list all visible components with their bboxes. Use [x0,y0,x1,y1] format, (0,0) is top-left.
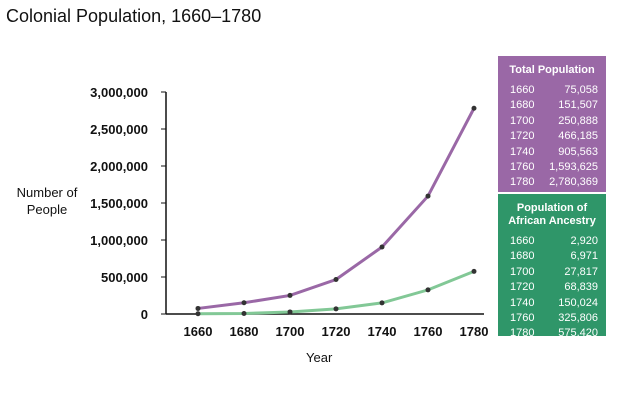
population-value: 466,185 [558,130,598,143]
chart-title: Colonial Population, 1660–1780 [6,6,262,26]
year: 1740 [510,296,535,309]
data-point [471,105,477,111]
data-point [425,193,431,199]
population-value: 1,593,625 [549,161,598,174]
year: 1660 [510,84,535,96]
table-row: 1660 75,058 [498,83,606,98]
population-value: 905,563 [558,145,598,158]
data-point [287,309,293,315]
year: 1720 [510,281,535,294]
data-point [241,310,247,316]
year: 1720 [510,130,535,143]
data-point [195,305,201,311]
x-tick-label: 1660 [184,324,213,339]
y-tick-label: 1,500,000 [90,196,148,211]
year: 1780 [510,327,535,340]
year: 1760 [510,161,535,174]
x-tick-label: 1740 [368,324,397,339]
y-tick-label: 3,000,000 [90,85,148,100]
population-value: 151,507 [558,99,598,112]
data-point [333,277,339,283]
y-tick-label: 2,500,000 [90,122,148,137]
total-population-table: Total Population 1660 75,058 1680 151,507 17… [498,56,606,192]
table-row: 1660 2,920 [498,234,606,249]
table-row: 1740 905,563 [498,145,606,160]
data-point [379,244,385,250]
year: 1700 [510,114,535,127]
data-point [195,311,201,317]
data-point [241,300,247,306]
year: 1780 [510,176,535,189]
table-row: 1680 151,507 [498,98,606,113]
data-point [379,300,385,306]
x-tick-label: 1680 [230,324,259,339]
table-row: 1680 6,971 [498,249,606,264]
population-value: 68,839 [564,281,598,294]
data-point [471,268,477,274]
x-axis-label: Year [306,350,333,365]
table-row: 1780 2,780,369 [498,175,606,190]
y-tick-label: 0 [141,307,148,322]
y-axis-label: Number of People [16,185,78,217]
table-row: 1740 150,024 [498,296,606,311]
table-header: Total Population [509,64,595,76]
population-value: 75,058 [564,84,598,96]
table-row: 1760 325,806 [498,311,606,326]
header-line: Population of [516,202,588,214]
x-tick-label: 1760 [414,324,443,339]
data-point [333,306,339,312]
x-tick-label: 1780 [460,324,489,339]
table-row: 1700 250,888 [498,114,606,129]
table-row: 1760 1,593,625 [498,160,606,175]
header-line: African Ancestry [508,215,596,227]
table-header: Population of African Ancestry [498,194,606,234]
population-value: 2,920 [570,235,598,247]
year: 1680 [510,99,535,112]
year: 1760 [510,312,535,325]
table-row: 1720 466,185 [498,129,606,144]
x-tick-label: 1700 [276,324,305,339]
population-value: 325,806 [558,312,598,325]
population-value: 6,971 [570,250,598,263]
data-point [425,287,431,293]
population-value: 2,780,369 [549,176,598,189]
population-value: 150,024 [558,296,598,309]
year: 1680 [510,250,535,263]
population-value: 575,420 [558,327,598,340]
population-value: 27,817 [564,265,598,278]
table-rows: 1660 2,920 1680 6,971 1700 27,817 1720 68,839 17… [498,234,606,342]
y-tick-label: 2,000,000 [90,159,148,174]
y-tick-label: 1,000,000 [90,233,148,248]
table-row: 1780 575,420 [498,326,606,341]
african-ancestry-table: Population of African Ancestry 1660 2,920 1… [498,194,606,339]
table-rows: 1660 75,058 1680 151,507 1700 250,888 1720 466,… [498,83,606,191]
year: 1700 [510,265,535,278]
table-row: 1720 68,839 [498,280,606,295]
y-tick-label: 500,000 [101,270,148,285]
x-tick-label: 1720 [322,324,351,339]
table-row: 1700 27,817 [498,265,606,280]
year: 1740 [510,145,535,158]
data-point [287,292,293,298]
year: 1660 [510,235,535,247]
population-value: 250,888 [558,114,598,127]
